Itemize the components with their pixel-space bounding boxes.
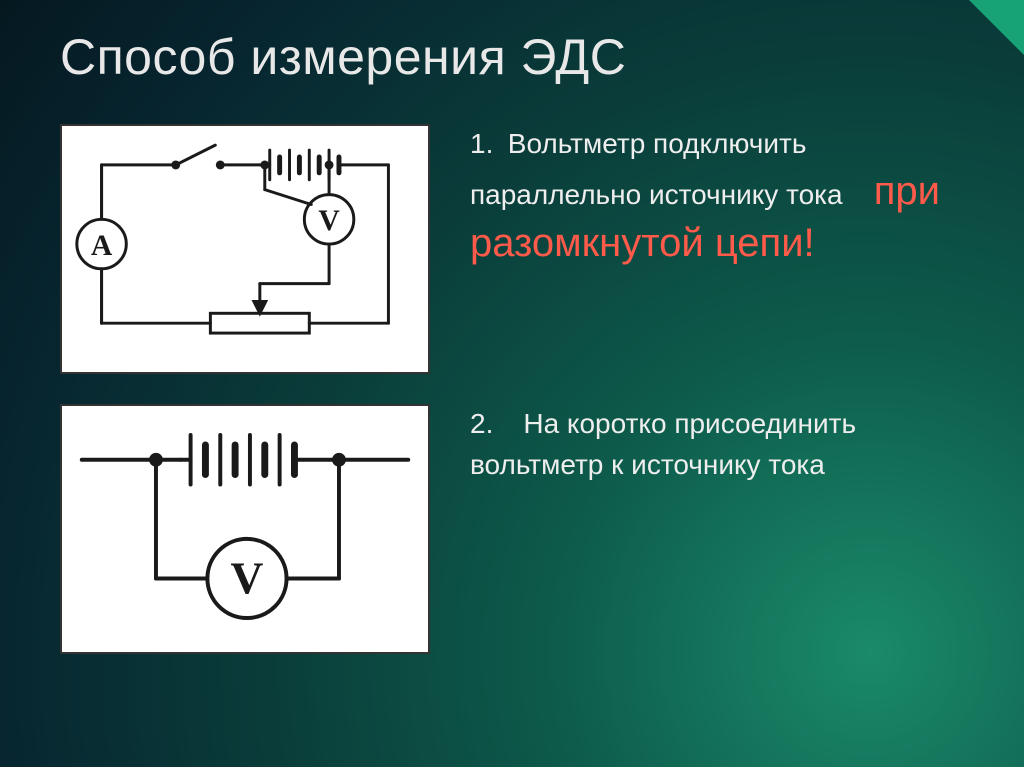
voltmeter-label-2: V bbox=[231, 552, 264, 603]
slide-content: Способ измерения ЭДС bbox=[0, 0, 1024, 694]
circuit-svg-1: A V bbox=[62, 124, 428, 374]
voltmeter-label-1: V bbox=[318, 205, 340, 237]
circuit-diagram-1: A V bbox=[60, 124, 430, 374]
circuit-svg-2: V bbox=[62, 404, 428, 654]
circuit-diagram-2: V bbox=[60, 404, 430, 654]
row-2: V 2. На коротко присоединить вольтметр к… bbox=[60, 404, 964, 654]
item-number-2: 2. bbox=[470, 404, 500, 445]
text-block-2: 2. На коротко присоединить вольтметр к и… bbox=[470, 404, 964, 485]
text-2: На коротко присоединить вольтметр к исто… bbox=[470, 408, 856, 480]
row-1: A V 1. Вольтметр подключить параллельно … bbox=[60, 124, 964, 374]
text-1-before: Вольтметр подключить параллельно источни… bbox=[470, 128, 843, 210]
item-number-1: 1. bbox=[470, 124, 500, 165]
slide-title: Способ измерения ЭДС bbox=[60, 28, 964, 86]
text-block-1: 1. Вольтметр подключить параллельно исто… bbox=[470, 124, 964, 269]
ammeter-label: A bbox=[91, 230, 113, 262]
